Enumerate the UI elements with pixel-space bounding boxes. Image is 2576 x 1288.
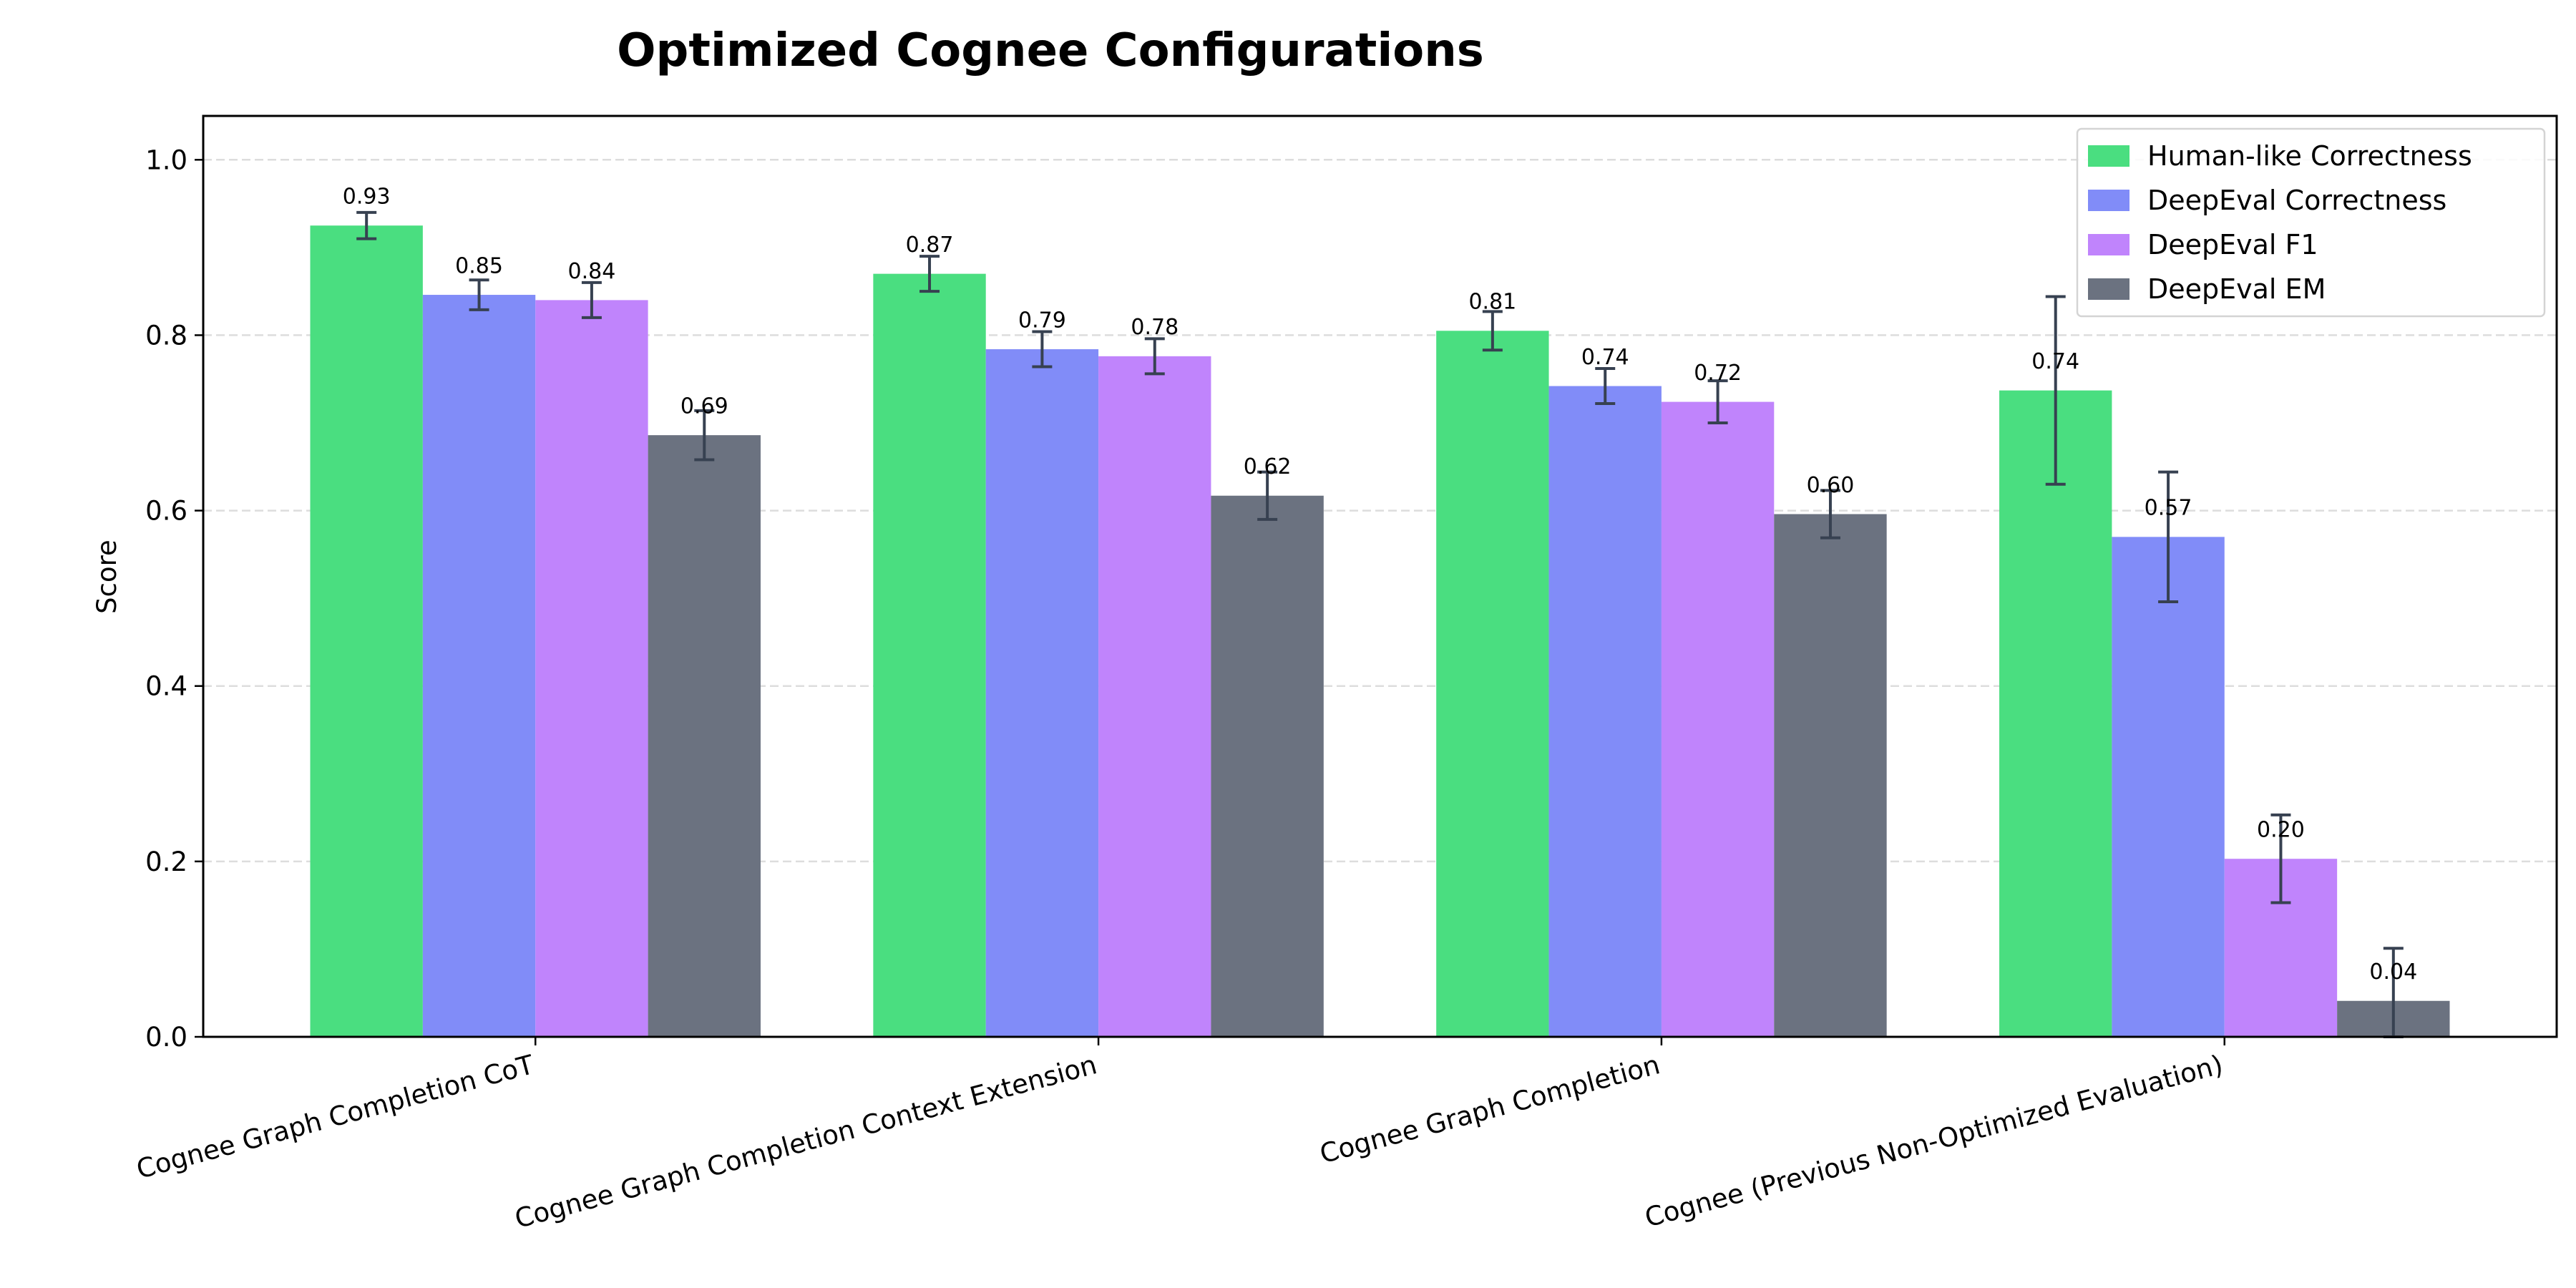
y-tick-label: 0.2: [145, 847, 187, 877]
value-label: 0.79: [1018, 308, 1066, 333]
bar: [1436, 331, 1549, 1037]
plot-frame: [202, 114, 2558, 1038]
x-tick-label: Cognee (Previous Non-Optimized Evaluatio…: [1641, 1049, 2226, 1233]
bar: [1661, 401, 1775, 1037]
value-label: 0.78: [1131, 315, 1179, 340]
bar: [535, 300, 648, 1037]
bar: [422, 295, 536, 1038]
bar: [648, 435, 761, 1037]
bar: [985, 349, 1099, 1037]
legend-label: DeepEval Correctness: [2147, 185, 2446, 216]
value-label: 0.20: [2257, 818, 2305, 843]
value-label: 0.81: [1468, 290, 1516, 315]
bar: [1098, 356, 1211, 1037]
value-label: 0.57: [2145, 496, 2192, 521]
value-label: 0.04: [2369, 960, 2417, 985]
value-label: 0.69: [680, 394, 728, 419]
bar: [1548, 386, 1662, 1037]
bar: [1999, 390, 2112, 1037]
value-label: 0.72: [1694, 361, 1742, 386]
bar: [873, 273, 986, 1038]
bar: [310, 225, 423, 1037]
legend-swatch: [2088, 278, 2129, 300]
bar: [1211, 495, 1324, 1037]
legend-label: DeepEval EM: [2147, 273, 2326, 305]
chart-title: Optimized Cognee Configurations: [617, 24, 1484, 77]
value-label: 0.60: [1807, 473, 1855, 498]
legend-swatch: [2088, 145, 2129, 167]
legend: Human-like Correctness DeepEval Correctne…: [2076, 127, 2546, 318]
y-tick-label: 0.8: [145, 320, 187, 351]
y-tick-label: 0.0: [145, 1022, 187, 1053]
y-axis-label: Score: [92, 540, 122, 614]
y-tick-label: 0.6: [145, 496, 187, 527]
legend-label: Human-like Correctness: [2147, 140, 2472, 172]
bar: [2112, 537, 2225, 1037]
x-tick-label: Cognee Graph Completion Context Extensio…: [512, 1049, 1100, 1234]
value-label: 0.84: [568, 259, 616, 284]
x-tick-label: Cognee Graph Completion: [1317, 1049, 1663, 1169]
bar: [1774, 514, 1887, 1037]
legend-frame: [2076, 127, 2546, 318]
y-tick-label: 1.0: [145, 145, 187, 175]
legend-swatch: [2088, 190, 2129, 211]
value-label: 0.74: [2031, 349, 2079, 374]
value-label: 0.85: [455, 253, 503, 278]
y-tick-label: 0.4: [145, 671, 187, 702]
value-label: 0.62: [1244, 454, 1292, 479]
value-label: 0.87: [906, 233, 954, 258]
legend-label: DeepEval F1: [2147, 229, 2318, 260]
x-tick-label: Cognee Graph Completion CoT: [133, 1049, 537, 1185]
value-label: 0.93: [343, 185, 391, 210]
legend-swatch: [2088, 234, 2129, 255]
value-label: 0.74: [1581, 345, 1629, 370]
